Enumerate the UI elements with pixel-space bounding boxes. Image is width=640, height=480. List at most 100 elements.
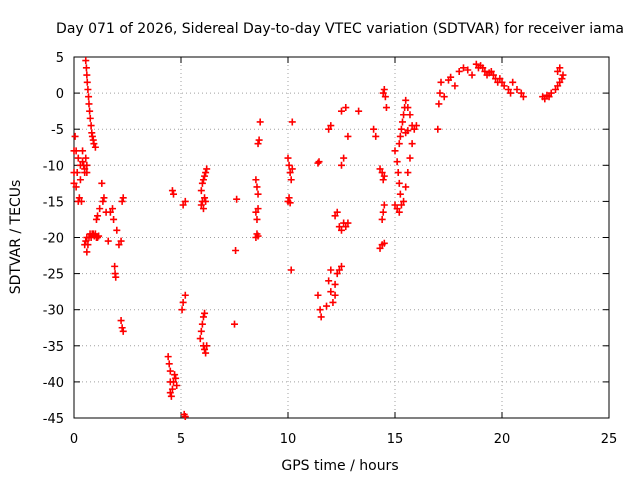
data-point [556,64,564,72]
data-point [344,132,352,140]
data-point [338,262,345,270]
data-point [331,212,339,220]
data-point [170,378,178,386]
data-point [380,201,388,209]
x-axis-label: GPS time / hours [281,458,398,474]
data-point [398,118,406,126]
data-point [168,385,176,393]
data-point [509,78,517,86]
data-point [197,327,205,335]
data-point [517,89,525,97]
data-point [338,161,345,169]
data-point [288,118,296,126]
data-point [394,169,402,177]
data-point [355,107,363,115]
data-point [333,270,341,278]
data-point [455,67,463,75]
data-point [545,93,553,101]
data-point [404,127,412,135]
data-point [95,232,103,240]
data-point [344,219,352,227]
x-tick-label: 5 [177,432,185,447]
data-point [79,147,87,155]
data-point [83,78,91,86]
data-point [170,190,178,198]
data-point [382,104,390,112]
data-point [72,183,80,191]
y-tick-label: -15 [43,195,64,210]
data-point [75,194,83,202]
chart-title: Day 071 of 2026, Sidereal Day-to-day VTE… [56,21,624,37]
y-tick-label: 5 [56,51,64,66]
data-point [255,136,263,144]
data-point [440,93,448,101]
y-tick-label: -45 [43,412,64,427]
data-point [331,291,339,299]
y-tick-label: -35 [43,340,64,355]
data-point [173,382,181,390]
data-point [166,389,174,397]
data-point [404,169,412,177]
data-point [393,205,401,213]
data-point [541,95,549,103]
data-point [331,280,339,288]
data-point [119,194,127,202]
data-point [112,273,120,281]
data-point [82,237,90,245]
data-point [498,78,506,86]
data-point [285,161,293,169]
data-point [340,154,348,162]
data-point [232,246,240,254]
data-point [74,154,82,162]
data-point [179,201,187,209]
data-point [118,324,126,332]
data-point [172,374,180,382]
data-point [96,205,104,213]
data-point [113,226,121,234]
data-point [468,71,476,79]
data-point [288,165,296,173]
data-point [201,345,209,353]
data-point [231,320,238,328]
data-point [91,143,99,151]
data-point [402,183,410,191]
data-point [256,118,264,126]
data-point [395,208,403,216]
data-point [395,140,403,148]
data-point [547,89,555,97]
data-point [201,194,209,202]
x-tick-label: 10 [280,432,297,447]
data-point [316,306,324,314]
data-point [314,291,322,299]
data-point [111,262,119,270]
data-point [196,335,204,343]
data-point [117,237,125,245]
data-point [84,241,92,249]
data-point [117,317,125,325]
data-point [167,392,175,400]
data-point [479,64,487,72]
data-point [83,169,91,177]
data-point [519,93,527,101]
data-point [451,82,459,90]
data-point [397,125,405,133]
data-point [323,302,331,310]
data-point [94,212,102,220]
data-point [202,197,210,205]
data-point [507,89,515,97]
data-point [335,266,343,274]
data-point [99,197,107,205]
data-point [315,158,323,166]
data-point [286,169,294,177]
data-point [317,313,325,321]
data-point [376,165,384,173]
data-point [379,208,387,216]
data-point [254,205,262,213]
data-point [335,223,343,231]
data-point [98,179,106,187]
data-point [84,85,92,93]
axis-ticks: 0 5 10 15 20 25 -45 -40 -35 -30 -25 -20 -15 -10 -5 0 5 [43,51,618,447]
data-point [381,93,389,101]
data-point [395,179,403,187]
data-point [327,122,335,130]
